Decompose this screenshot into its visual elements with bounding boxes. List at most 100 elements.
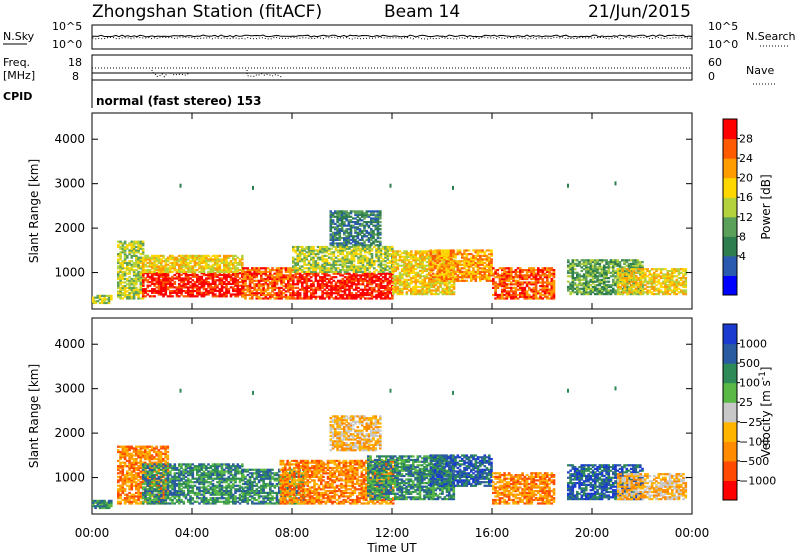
echo-cell xyxy=(200,295,204,298)
echo-cell xyxy=(178,263,181,266)
echo-cell xyxy=(434,274,437,277)
echo-cell xyxy=(339,258,342,261)
echo-cell xyxy=(614,289,617,292)
echo-cell xyxy=(146,272,150,275)
echo-cell xyxy=(358,242,362,245)
echo-cell xyxy=(359,256,363,259)
echo-cell xyxy=(164,291,168,294)
echo-cell xyxy=(238,293,242,296)
echo-cell xyxy=(423,257,427,260)
echo-cell xyxy=(625,275,629,278)
echo-cell xyxy=(135,263,138,266)
echo-cell xyxy=(598,275,602,278)
echo-cell xyxy=(430,285,433,289)
echo-cell xyxy=(132,293,136,297)
echo-cell xyxy=(225,273,228,277)
echo-cell xyxy=(305,274,309,277)
echo-cell xyxy=(569,264,572,267)
echo-cell xyxy=(403,255,406,258)
echo-cell xyxy=(225,293,228,296)
echo-cell xyxy=(132,290,136,293)
echo-cell xyxy=(348,251,351,254)
echo-cell xyxy=(532,297,536,300)
echo-cell xyxy=(403,285,406,289)
echo-cell xyxy=(377,293,381,297)
echo-cell xyxy=(211,288,215,291)
echo-cell xyxy=(525,295,529,298)
echo-cell xyxy=(110,298,113,301)
echo-cell xyxy=(193,273,197,277)
echo-cell xyxy=(209,286,213,289)
echo-cell xyxy=(546,276,549,279)
echo-cell xyxy=(379,283,383,286)
echo-cell xyxy=(196,286,199,289)
echo-cell xyxy=(587,261,590,264)
echo-cell xyxy=(244,274,247,277)
echo-cell xyxy=(296,254,300,257)
echo-cell xyxy=(377,279,381,282)
echo-cell xyxy=(356,222,360,225)
echo-cell xyxy=(126,293,129,297)
echo-cell xyxy=(382,263,385,266)
echo-cell xyxy=(684,269,688,273)
echo-cell xyxy=(157,254,161,257)
echo-cell xyxy=(421,257,424,260)
station-title: Zhongshan Station (fitACF) xyxy=(92,2,322,22)
echo-cell xyxy=(132,285,136,288)
echo-cell xyxy=(225,260,228,263)
echo-cell xyxy=(388,261,392,265)
echo-cell xyxy=(591,275,595,278)
echo-cell xyxy=(209,272,213,275)
echo-cell xyxy=(139,286,143,289)
echo-cell xyxy=(365,213,369,217)
echo-cell xyxy=(596,277,599,280)
echo-cell xyxy=(323,277,327,281)
echo-cell xyxy=(294,249,297,252)
echo-cell xyxy=(266,277,270,281)
echo-cell xyxy=(607,266,611,269)
echo-cell xyxy=(223,270,226,273)
echo-cell xyxy=(364,256,367,259)
echo-cell xyxy=(352,288,356,291)
echo-cell xyxy=(623,269,626,273)
echo-cell xyxy=(580,287,584,290)
echo-cell xyxy=(148,295,152,298)
echo-cell xyxy=(246,267,250,270)
echo-cell xyxy=(603,273,606,276)
echo-cell xyxy=(431,263,435,266)
echo-cell xyxy=(260,285,263,288)
echo-cell xyxy=(619,275,622,278)
echo-cell xyxy=(253,272,256,275)
echo-cells xyxy=(92,181,688,305)
echo-cell xyxy=(355,249,358,252)
echo-cell xyxy=(552,286,556,289)
echo-cell xyxy=(255,285,259,288)
echo-cell xyxy=(376,226,380,229)
echo-cell xyxy=(319,276,322,279)
echo-cell xyxy=(236,270,240,273)
echo-cell xyxy=(539,270,542,273)
echo-cell xyxy=(328,295,331,298)
echo-cell xyxy=(341,253,345,256)
echo-cell xyxy=(609,285,613,289)
echo-cell xyxy=(612,282,615,285)
echo-cell xyxy=(253,279,256,282)
echo-cell xyxy=(582,277,586,280)
echo-cell xyxy=(319,279,322,282)
echo-cell xyxy=(151,288,154,291)
echo-cell xyxy=(470,274,473,277)
echo-cell xyxy=(591,287,595,290)
beam-label: Beam 14 xyxy=(384,2,460,22)
echo-cell xyxy=(364,276,367,279)
echo-cell xyxy=(379,215,382,218)
echo-cell xyxy=(668,269,672,273)
echo-cell xyxy=(587,284,590,287)
echo-cell xyxy=(403,259,406,262)
echo-cell xyxy=(492,281,495,284)
echo-cell xyxy=(179,183,182,188)
echo-cell xyxy=(349,228,353,231)
echo-cell xyxy=(292,256,295,259)
echo-cell xyxy=(618,261,622,264)
echo-cell xyxy=(187,273,190,277)
echo-cell xyxy=(359,276,363,279)
